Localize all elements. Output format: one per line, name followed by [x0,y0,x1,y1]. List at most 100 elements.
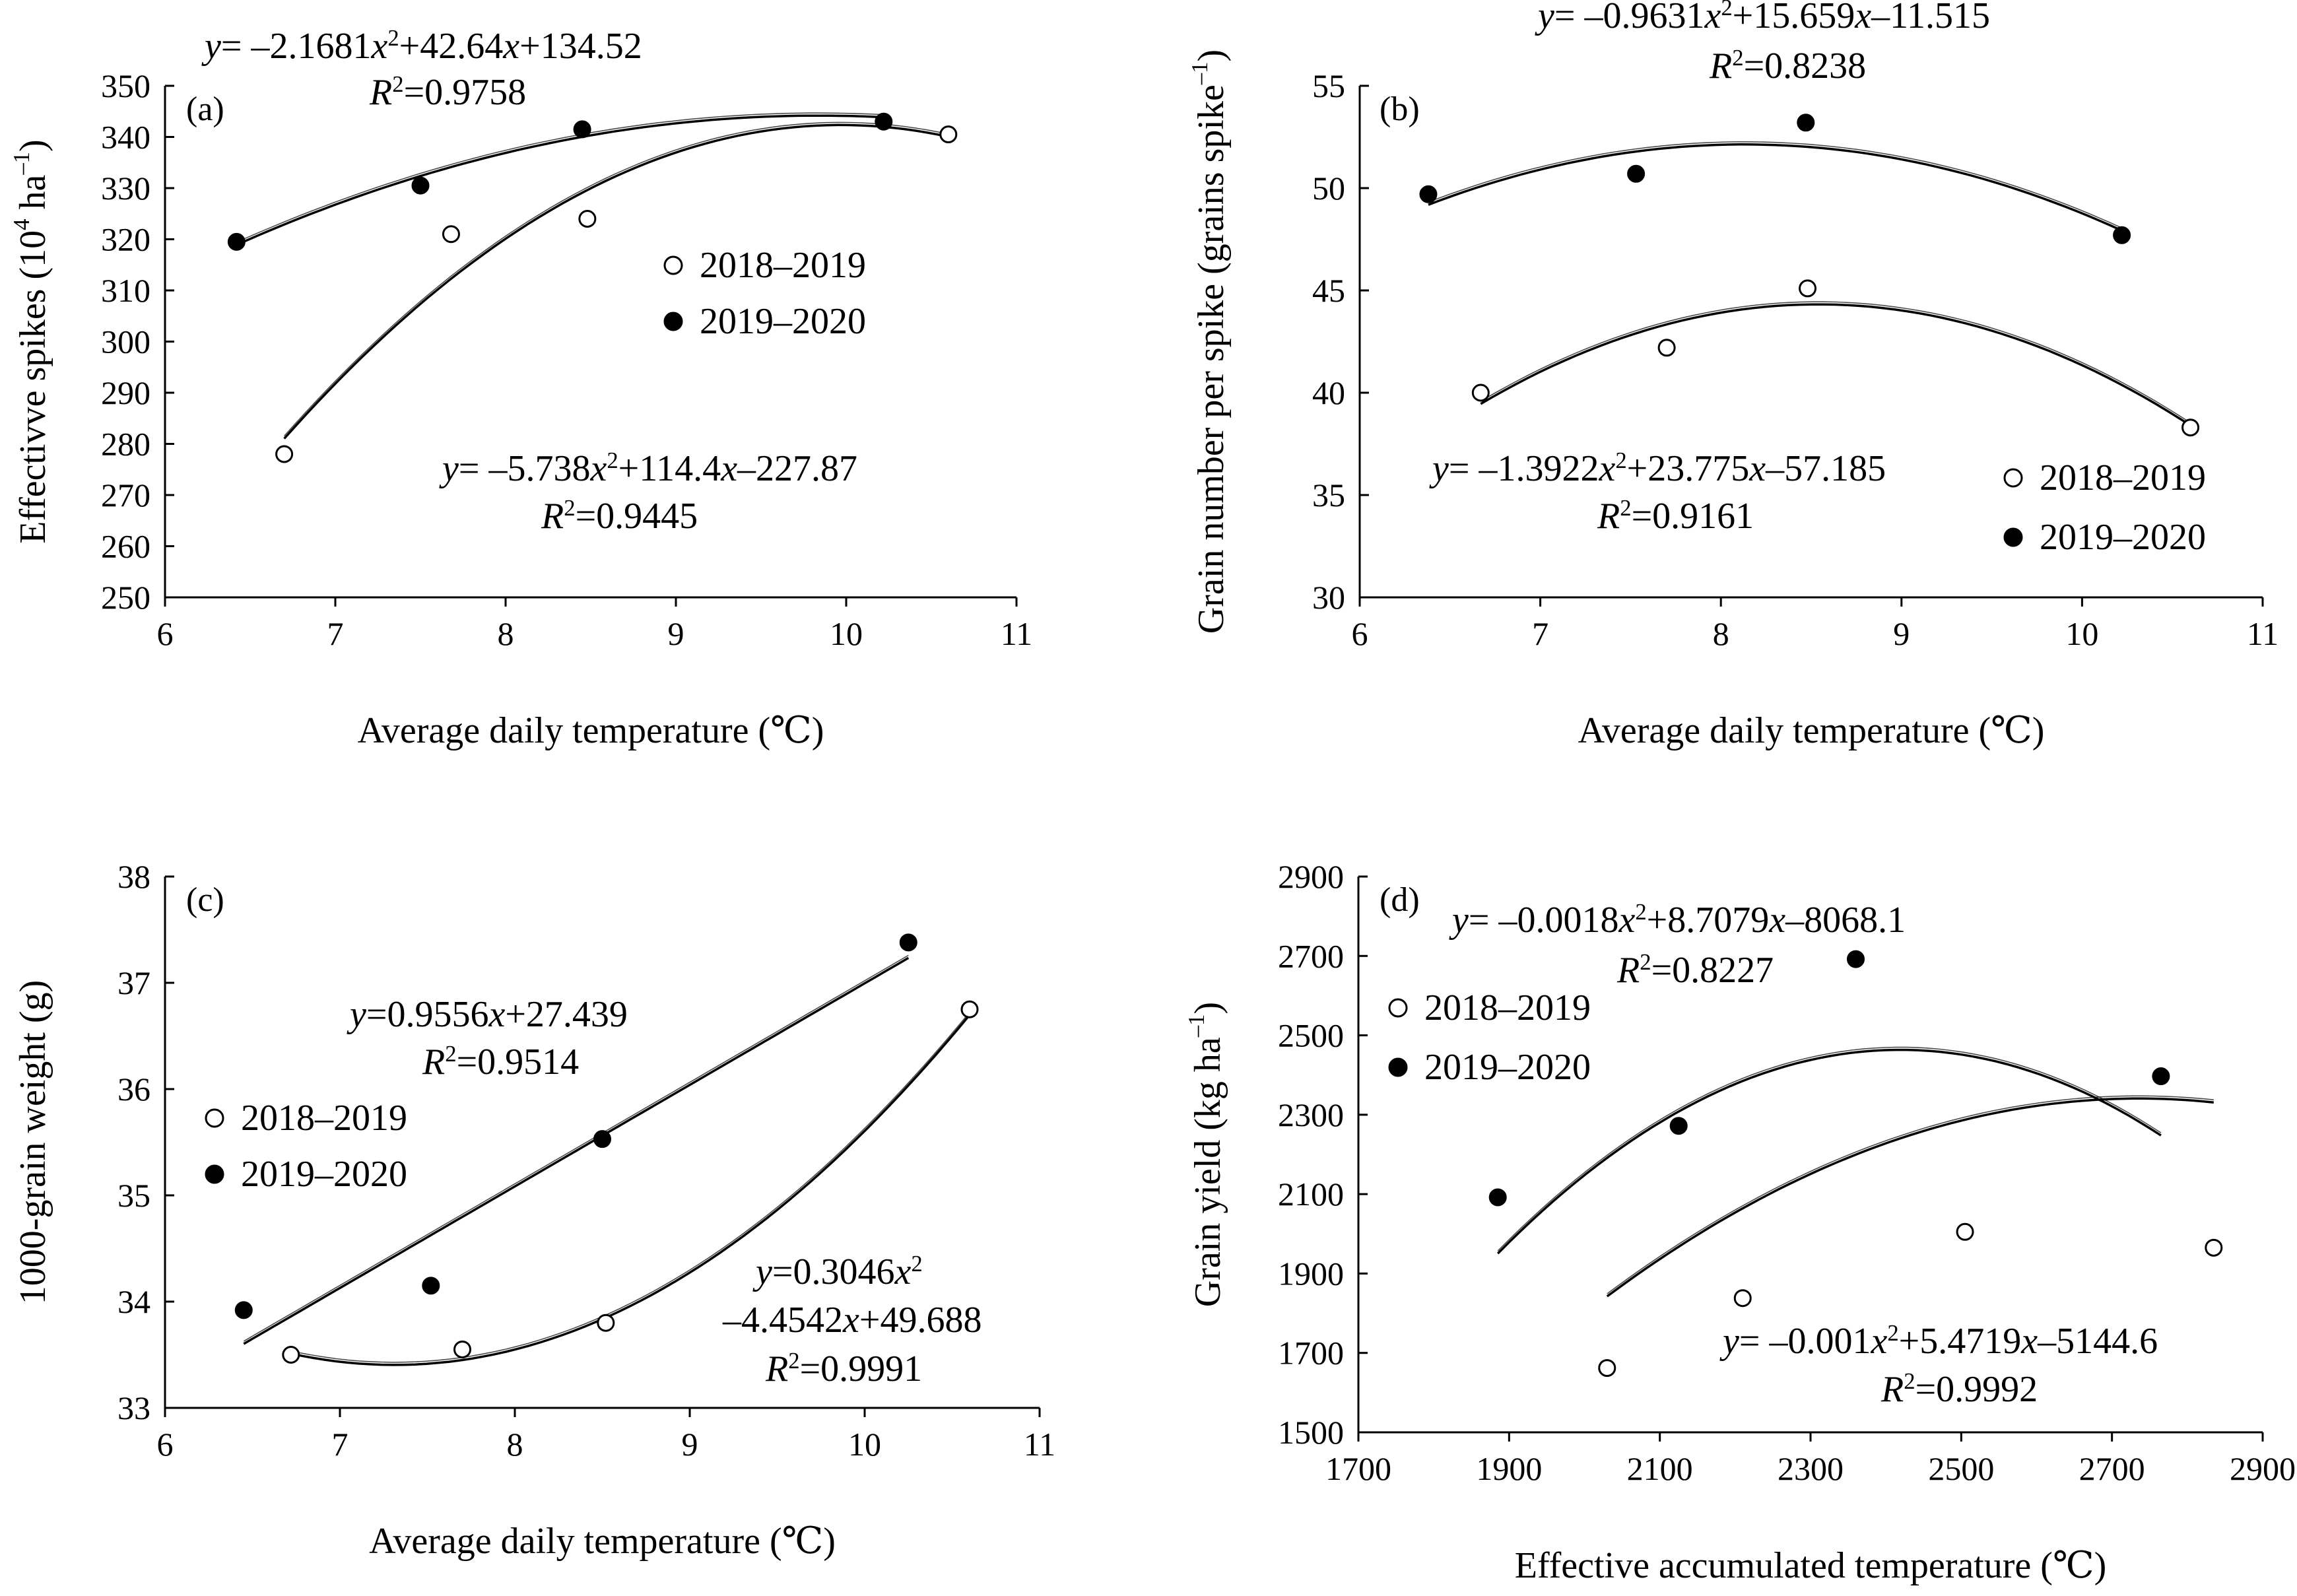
data-point-2018–2019 [453,1340,471,1358]
y-tick-label: 1500 [1278,1414,1344,1451]
y-tick-label: 250 [101,579,150,616]
x-tick-label: 10 [2065,615,2098,652]
x-tick-label: 2500 [1928,1450,1994,1487]
x-tick-label: 7 [1532,615,1548,652]
data-point-2019–2020 [1419,185,1438,203]
equation-2019-2020: y= –2.1681x2+42.64x+134.52 [201,25,642,67]
x-tick-label: 11 [2247,615,2279,652]
data-point-2018–2019 [1598,1359,1616,1378]
y-tick-label: 310 [101,272,150,309]
equation-2019-2020: y= –0.9631x2+15.659x–11.515 [1535,0,1990,36]
equation-2019-2020: y=0.9556x+27.439 [347,994,628,1035]
data-point-2018–2019 [275,445,294,463]
data-point-2019–2020 [2113,226,2131,244]
panel-label: (b) [1380,90,1420,128]
fit-line-2018–2019 [290,1014,971,1366]
r2-2018-2019: R2=0.9991 [765,1348,922,1389]
legend-marker [663,312,683,331]
y-tick-label: 2100 [1278,1176,1344,1213]
y-tick-label: 290 [101,374,150,411]
legend-marker [663,255,683,275]
data-point-2019–2020 [573,120,591,139]
y-tick-label: 1700 [1278,1335,1344,1372]
y-axis-label: 1000-grain weight (g) [13,980,53,1304]
y-tick-label: 34 [117,1283,150,1320]
y-tick-label: 36 [117,1071,150,1108]
data-point-2018–2019 [578,210,597,228]
panel-label: (a) [186,90,224,128]
y-tick-label: 37 [117,964,150,1001]
x-axis-label: Average daily temperature (℃) [369,1521,836,1562]
panel-a: 250 260 270 280 290 300 310 320 330 340 350 6 7 8 9 10 1… [9,25,1032,751]
fit-line-shadow [236,112,884,243]
y-tick-label: 320 [101,221,150,258]
y-tick-label: 350 [101,67,150,104]
r2-2018-2019: R2=0.9161 [1597,495,1754,537]
x-tick-label: 2100 [1627,1450,1693,1487]
data-point-2018–2019 [2181,418,2200,437]
fit-line-shadow [290,1012,970,1363]
fit-line-shadow [1607,1095,2214,1294]
x-tick-label: 9 [1893,615,1910,652]
x-tick-label: 2900 [2230,1450,2296,1487]
y-tick-label: 1900 [1278,1255,1344,1292]
fit-line-2019–2020 [236,114,884,246]
y-tick-label: 280 [101,426,150,463]
fit-line-2019–2020 [1496,1048,2162,1255]
y-axis-label: Grain yield (kg ha–1) [1183,1002,1228,1307]
y-tick-label: 45 [1312,272,1345,309]
fit-line-2018–2019 [283,123,949,440]
x-tick-label: 1900 [1476,1450,1542,1487]
x-tick-label: 8 [507,1426,523,1463]
fit-line-2018–2019 [1606,1097,2214,1298]
data-point-2018–2019 [1657,339,1676,357]
x-tick-label: 1700 [1325,1450,1391,1487]
panel-c: 33 34 35 36 37 38 6 7 8 9 10 11 Average daily temper… [13,858,1055,1562]
x-tick-label: 11 [1024,1426,1055,1463]
data-point-2018–2019 [282,1346,300,1364]
legend-label: 2018–2019 [1424,987,1591,1028]
y-tick-label: 260 [101,528,150,565]
r2-2019-2020: R2=0.8238 [1709,45,1866,86]
legend-marker [1388,998,1408,1018]
x-axis-label: Effective accumulated temperature (℃) [1515,1545,2106,1586]
r2-2019-2020: R2=0.8227 [1616,949,1774,991]
x-tick-label: 2300 [1778,1450,1844,1487]
x-tick-label: 6 [1352,615,1368,652]
y-tick-label: 270 [101,477,150,514]
data-point-2019–2020 [2152,1067,2170,1086]
legend-label: 2018–2019 [2040,457,2206,498]
data-point-2018–2019 [1471,383,1490,402]
legend-label: 2019–2020 [2040,517,2206,558]
fit-line-shadow [243,954,909,1342]
x-tick-label: 9 [682,1426,698,1463]
x-tick-label: 6 [157,1426,174,1463]
data-point-2019–2020 [1627,164,1646,183]
panel-b: 30 35 40 45 50 55 6 7 8 9 10 11 Average daily temper… [1187,0,2279,751]
y-tick-label: 300 [101,323,150,360]
x-axis-label: Average daily temperature (℃) [358,710,824,751]
panel-label: (c) [186,881,224,919]
y-axis-label: Effectivve spikes (104 ha–1) [9,139,53,543]
y-tick-label: 33 [117,1389,150,1426]
x-tick-label: 10 [830,615,863,652]
legend-marker [205,1108,224,1128]
legend: 2018–2019 2019–2020 [1388,987,1591,1088]
y-tick-label: 2300 [1278,1096,1344,1133]
r2-2018-2019: R2=0.9445 [541,495,698,537]
y-tick-label: 340 [101,119,150,156]
fit-line-shadow [1428,141,2122,229]
data-point-2019–2020 [1669,1117,1688,1135]
fit-line-2019–2020 [243,956,910,1345]
x-tick-label: 7 [332,1426,349,1463]
y-tick-label: 2900 [1278,858,1344,895]
data-point-2019–2020 [227,232,246,251]
data-point-2019–2020 [411,176,430,195]
r2-2019-2020: R2=0.9514 [422,1041,579,1082]
x-tick-label: 10 [848,1426,881,1463]
panel-label: (d) [1380,881,1420,919]
x-tick-label: 2700 [2079,1450,2145,1487]
y-tick-label: 2700 [1278,937,1344,974]
legend-label: 2018–2019 [700,245,866,286]
y-tick-label: 30 [1312,579,1345,616]
